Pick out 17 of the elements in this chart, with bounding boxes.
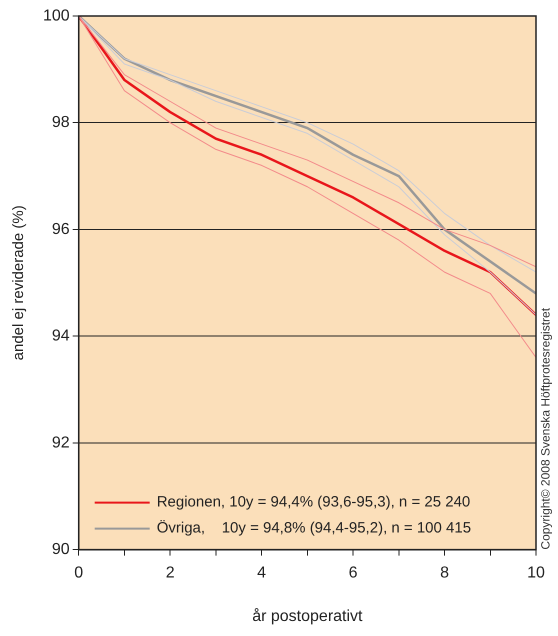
x-axis-title: år postoperativt — [252, 608, 364, 625]
x-tick-label: 0 — [74, 564, 84, 582]
x-tick-label: 10 — [527, 564, 545, 582]
y-tick-label: 94 — [52, 328, 70, 345]
y-tick-label: 98 — [52, 114, 70, 132]
y-tick-label: 96 — [52, 220, 70, 238]
legend-label: Regionen, 10y = 94,4% (93,6-95,3), n = 25 240 — [156, 494, 470, 511]
x-tick-label: 2 — [166, 564, 175, 582]
y-tick-label: 100 — [42, 7, 70, 24]
y-tick-label: 92 — [52, 434, 70, 452]
x-tick-label: 6 — [348, 564, 358, 582]
y-tick-label: 90 — [52, 541, 70, 558]
x-tick-label: 8 — [440, 564, 450, 582]
x-tick-label: 4 — [257, 564, 266, 582]
text: Copyright© 2008 Svenska Höftprotesregistret — [538, 307, 552, 550]
y-axis-title: andel ej reviderade (%) — [10, 205, 28, 360]
legend-label: Övriga, 10y = 94,8% (94,4-95,2), n = 100 415 — [156, 520, 472, 537]
